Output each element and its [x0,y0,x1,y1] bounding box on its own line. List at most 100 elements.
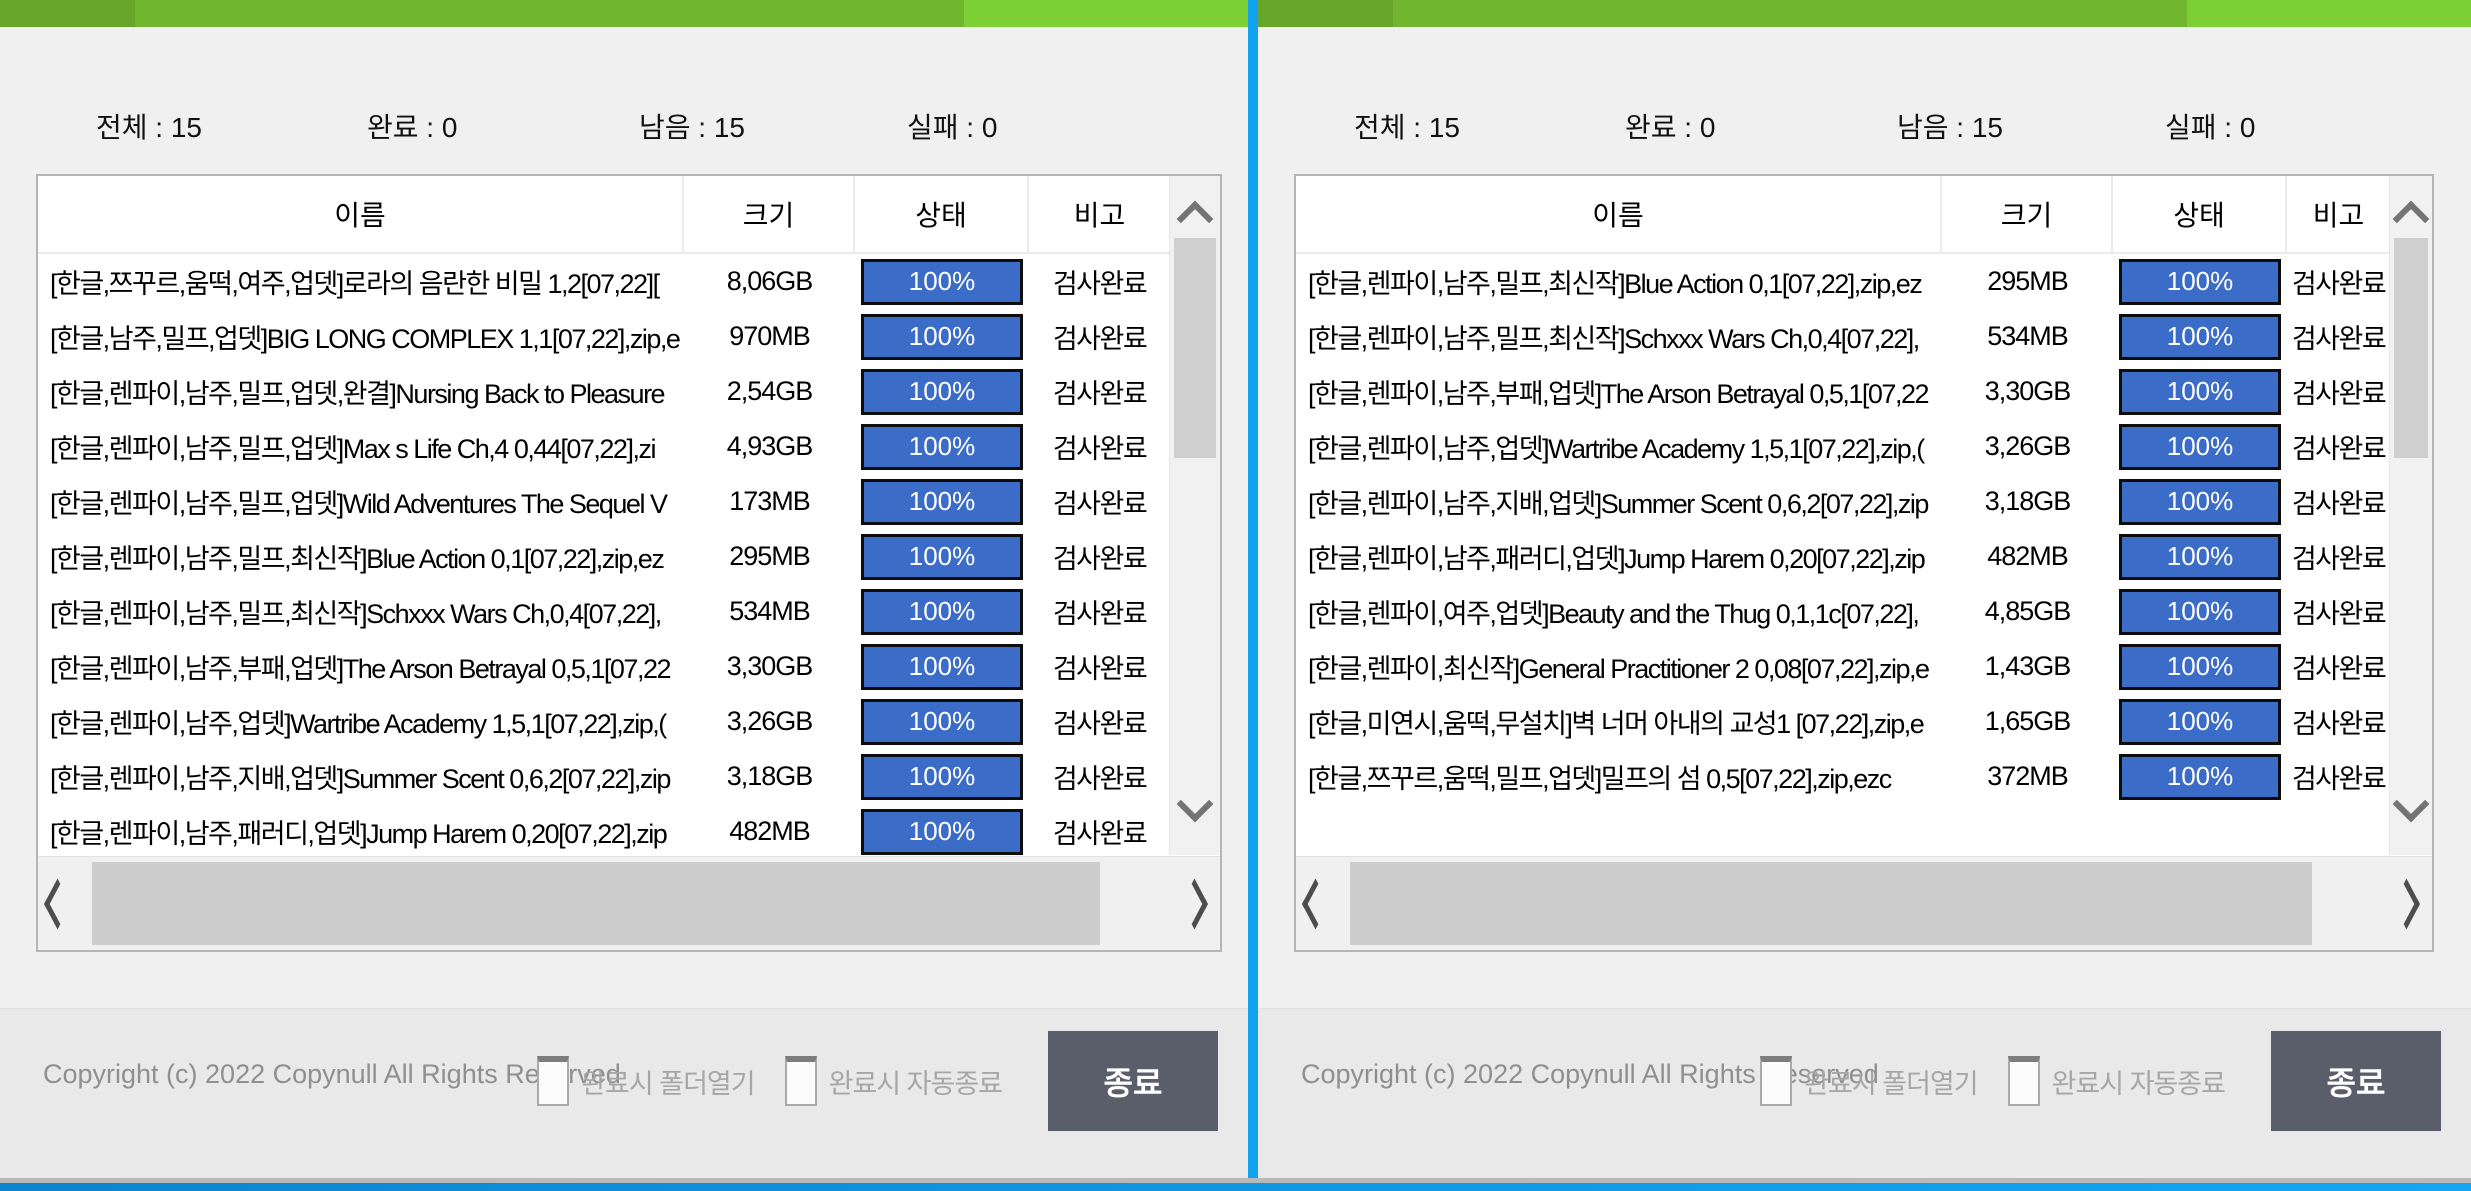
file-name: [한글,렌파이,최신작]General Practitioner 2 0,08[… [1308,654,1930,684]
file-note: 검사완료 [2291,764,2387,794]
table-row[interactable]: [한글,쯔꾸르,움떡,여주,업뎃]로라의 음란한 비밀 1,2[07,22][ … [38,254,1170,309]
column-header-size[interactable]: 크기 [684,176,855,254]
table-row[interactable]: [한글,쯔꾸르,움떡,밀프,업뎃]밀프의 섬 0,5[07,22],zip,ez… [1296,749,2390,804]
file-name: [한글,미연시,움떡,무설치]벽 너머 아내의 교성1 [07,22],zip,… [1308,709,1925,739]
column-header-name[interactable]: 이름 [1296,176,1942,254]
file-name: [한글,렌파이,남주,업뎃]Wartribe Academy 1,5,1[07,… [50,709,667,739]
file-size: 534MB [729,596,811,626]
column-header-status[interactable]: 상태 [2113,176,2287,254]
auto-exit-checkbox[interactable] [784,1056,817,1106]
table-row[interactable]: [한글,렌파이,여주,업뎃]Beauty and the Thug 0,1,1c… [1296,584,2390,639]
titlebar-segment-light [964,0,1248,27]
vertical-scrollbar[interactable] [1169,176,1220,855]
table-row[interactable]: [한글,렌파이,남주,지배,업뎃]Summer Scent 0,6,2[07,2… [1296,474,2390,529]
file-size: 3,30GB [1984,376,2072,406]
vertical-scrollbar[interactable] [2389,176,2432,855]
file-name: [한글,렌파이,남주,부패,업뎃]The Arson Betrayal 0,5,… [1308,379,1930,409]
file-note: 검사완료 [2291,434,2387,464]
progress-value: 100% [908,596,976,626]
horizontal-scrollbar-thumb[interactable] [1350,862,2312,945]
scroll-left-icon[interactable] [44,877,71,930]
file-status: 100% [2113,258,2287,305]
file-note: 검사완료 [1052,599,1148,629]
vertical-scrollbar-thumb[interactable] [1174,238,1216,458]
scroll-right-icon[interactable] [2393,877,2420,930]
progress-bar: 100% [2119,313,2281,360]
table-row[interactable]: [한글,렌파이,남주,밀프,최신작]Schxxx Wars Ch,0,4[07,… [38,584,1170,639]
progress-bar: 100% [861,643,1023,690]
footer: Copyright (c) 2022 Copynull All Rights R… [1258,1008,2471,1179]
progress-value: 100% [2166,596,2234,626]
column-header-name[interactable]: 이름 [38,176,684,254]
table-row[interactable]: [한글,렌파이,남주,밀프,업뎃,완결]Nursing Back to Plea… [38,364,1170,419]
stat-complete: 완료 : 0 [367,112,458,143]
titlebar[interactable] [1258,0,2471,27]
progress-bar: 100% [2119,533,2281,580]
file-note: 검사완료 [1052,434,1148,464]
horizontal-scrollbar-thumb[interactable] [92,862,1100,945]
file-note: 검사완료 [1052,324,1148,354]
file-size: 3,26GB [1984,431,2072,461]
scroll-up-icon[interactable] [1176,200,1214,238]
file-status: 100% [855,368,1029,415]
table-row[interactable]: [한글,남주,밀프,업뎃]BIG LONG COMPLEX 1,1[07,22]… [38,309,1170,364]
open-folder-checkbox[interactable] [1760,1056,1793,1106]
progress-value: 100% [908,651,976,681]
file-name: [한글,렌파이,남주,밀프,최신작]Schxxx Wars Ch,0,4[07,… [1308,324,1920,354]
file-status: 100% [2113,698,2287,745]
table-row[interactable]: [한글,렌파이,남주,부패,업뎃]The Arson Betrayal 0,5,… [38,639,1170,694]
open-folder-checkbox[interactable] [537,1056,570,1106]
progress-value: 100% [908,816,976,846]
auto-exit-checkbox[interactable] [2007,1056,2040,1106]
column-header-size[interactable]: 크기 [1942,176,2113,254]
app-window-right: 전체 : 15 완료 : 0 남음 : 15 실패 : 0 이름 크기 상태 비… [1258,0,2471,1191]
auto-exit-label: 완료시 자동종료 [2051,1068,2226,1099]
exit-button[interactable]: 종료 [2271,1031,2441,1131]
column-header-note[interactable]: 비고 [2287,176,2390,254]
exit-button[interactable]: 종료 [1048,1031,1218,1131]
table-row[interactable]: [한글,렌파이,남주,밀프,최신작]Blue Action 0,1[07,22]… [1296,254,2390,309]
footer: Copyright (c) 2022 Copynull All Rights R… [0,1008,1248,1179]
column-header-note[interactable]: 비고 [1029,176,1170,254]
table-row[interactable]: [한글,렌파이,남주,부패,업뎃]The Arson Betrayal 0,5,… [1296,364,2390,419]
file-status: 100% [855,588,1029,635]
table-row[interactable]: [한글,미연시,움떡,무설치]벽 너머 아내의 교성1 [07,22],zip,… [1296,694,2390,749]
scroll-right-icon[interactable] [1181,877,1208,930]
table-row[interactable]: [한글,렌파이,남주,패러디,업뎃]Jump Harem 0,20[07,22]… [1296,529,2390,584]
scroll-up-icon[interactable] [2392,200,2430,238]
table-row[interactable]: [한글,렌파이,최신작]General Practitioner 2 0,08[… [1296,639,2390,694]
table-row[interactable]: [한글,렌파이,남주,업뎃]Wartribe Academy 1,5,1[07,… [38,694,1170,749]
file-list: [한글,렌파이,남주,밀프,최신작]Blue Action 0,1[07,22]… [1296,254,2390,855]
file-size: 3,18GB [726,761,814,791]
file-note: 검사완료 [1052,379,1148,409]
table-header: 이름 크기 상태 비고 [1296,176,2390,254]
scroll-down-icon[interactable] [2392,785,2430,823]
file-status: 100% [855,258,1029,305]
horizontal-scrollbar[interactable] [1296,856,2432,950]
scroll-left-icon[interactable] [1302,877,1329,930]
scroll-down-icon[interactable] [1176,785,1214,823]
titlebar[interactable] [0,0,1248,27]
table-row[interactable]: [한글,렌파이,남주,밀프,업뎃]Wild Adventures The Seq… [38,474,1170,529]
file-note: 검사완료 [1052,269,1148,299]
column-header-status[interactable]: 상태 [855,176,1029,254]
table-row[interactable]: [한글,렌파이,남주,업뎃]Wartribe Academy 1,5,1[07,… [1296,419,2390,474]
progress-bar: 100% [861,478,1023,525]
horizontal-scrollbar[interactable] [38,856,1220,950]
footer-controls: 완료시 폴더열기 완료시 자동종료 종료 [1760,1031,2441,1131]
file-name: [한글,렌파이,남주,업뎃]Wartribe Academy 1,5,1[07,… [1308,434,1925,464]
file-size: 173MB [729,486,811,516]
table-row[interactable]: [한글,렌파이,남주,밀프,최신작]Schxxx Wars Ch,0,4[07,… [1296,309,2390,364]
progress-value: 100% [2166,761,2234,791]
file-size: 372MB [1987,761,2069,791]
table-row[interactable]: [한글,렌파이,남주,밀프,업뎃]Max s Life Ch,4 0,44[07… [38,419,1170,474]
stat-failed: 실패 : 0 [2165,112,2256,143]
progress-value: 100% [2166,486,2234,516]
table-row[interactable]: [한글,렌파이,남주,밀프,최신작]Blue Action 0,1[07,22]… [38,529,1170,584]
file-name: [한글,렌파이,남주,밀프,최신작]Blue Action 0,1[07,22]… [50,544,665,574]
vertical-scrollbar-thumb[interactable] [2394,238,2428,458]
table-row[interactable]: [한글,렌파이,남주,패러디,업뎃]Jump Harem 0,20[07,22]… [38,804,1170,855]
table-row[interactable]: [한글,렌파이,남주,지배,업뎃]Summer Scent 0,6,2[07,2… [38,749,1170,804]
progress-value: 100% [2166,651,2234,681]
